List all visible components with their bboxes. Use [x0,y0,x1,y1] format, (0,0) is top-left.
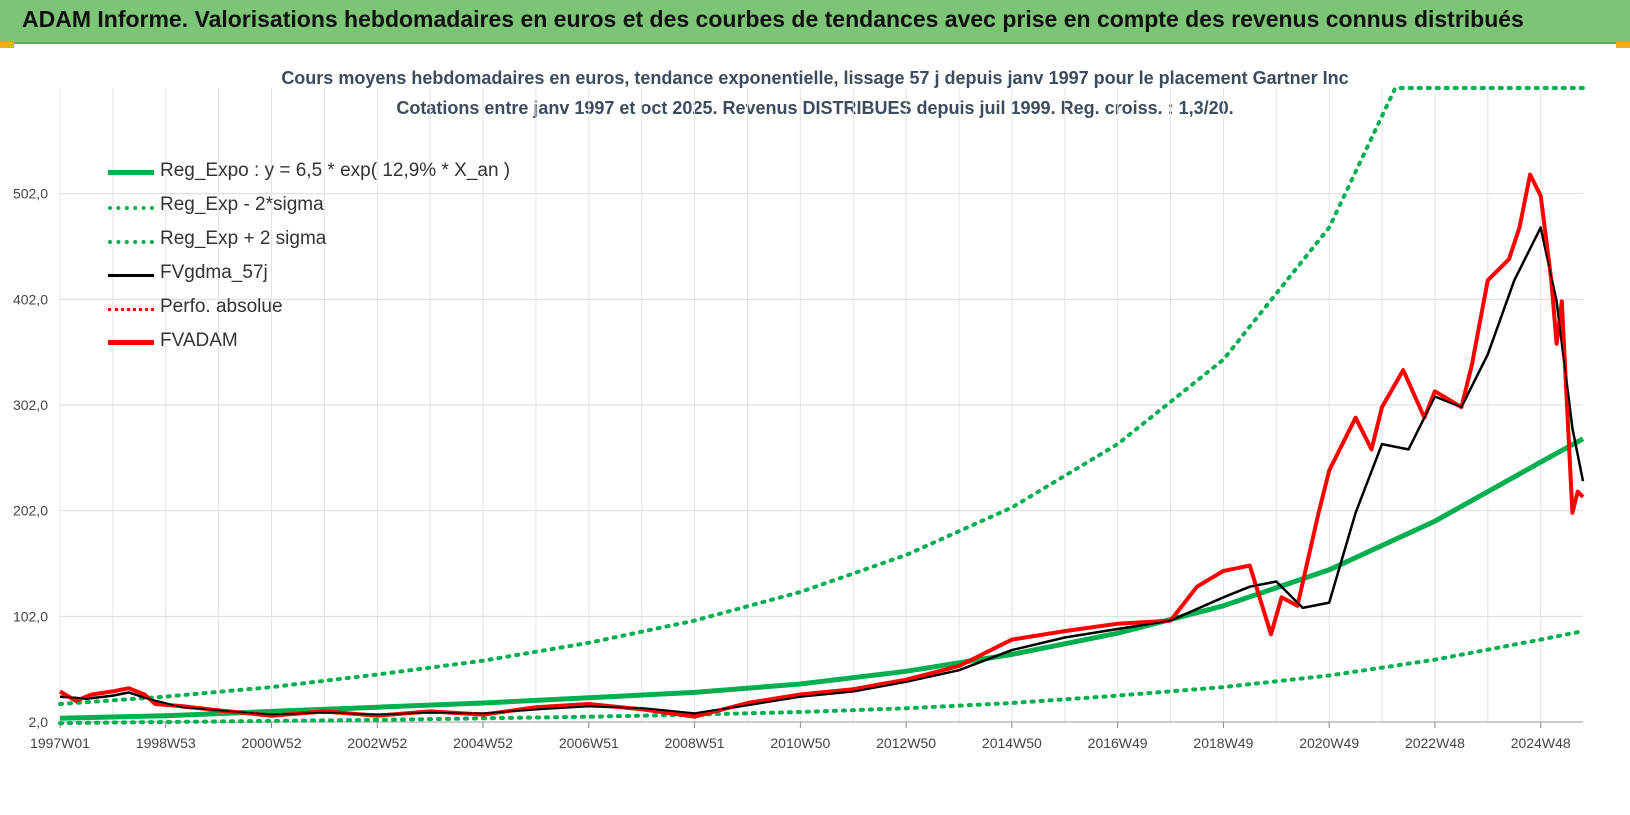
legend-swatch-dotted-green [108,240,154,244]
x-tick-label: 2010W50 [770,735,830,751]
y-tick-label: 402,0 [13,291,48,307]
legend-label: Reg_Exp + 2 sigma [160,228,327,249]
y-tick-label: 302,0 [13,397,48,413]
legend-label: FVADAM [160,330,238,351]
corner-marker-top-left [0,42,14,48]
legend-label: Reg_Expo : y = 6,5 * exp( 12,9% * X_an ) [160,160,511,181]
x-tick-label: 2002W52 [347,735,407,751]
legend-item-fvadam: FVADAM [100,328,560,362]
legend-label: FVgdma_57j [160,262,268,283]
series-fvadam-line [58,172,1585,719]
series-reg-exp-plus-line [58,86,1585,706]
legend-item-reg-exp-plus: Reg_Exp + 2 sigma [100,226,560,260]
x-tick-label: 2024W48 [1511,735,1571,751]
y-tick-label: 502,0 [13,186,48,202]
x-tick-label: 2014W50 [982,735,1042,751]
legend-swatch-solid-green [108,170,154,175]
chart-canvas: 2,0 102,0 202,0 302,0 402,0 502,0 1997W01 1998W… [13,86,1585,751]
x-tick-label: 2018W49 [1193,735,1253,751]
x-tick-label: 2012W50 [876,735,936,751]
legend-swatch-solid-black [108,274,154,277]
series-reg-exp-minus-line [58,629,1585,726]
y-tick-label: 102,0 [13,608,48,624]
series-fvgdma-overlay-line [59,226,1584,716]
legend-swatch-dotted-red [108,308,154,311]
legend-label: Reg_Exp - 2*sigma [160,194,324,215]
x-tick-label: 2004W52 [453,735,513,751]
x-tick-label: 2022W48 [1405,735,1465,751]
chart-title: Cours moyens hebdomadaires en euros, ten… [281,68,1349,88]
x-tick-label: 2016W49 [1088,735,1148,751]
banner-title: ADAM Informe. Valorisations hebdomadaire… [22,6,1524,32]
chart-legend: Reg_Expo : y = 6,5 * exp( 12,9% * X_an )… [100,158,560,362]
y-tick-label: 202,0 [13,503,48,519]
x-tick-label: 1997W01 [30,735,90,751]
legend-item-reg-expo: Reg_Expo : y = 6,5 * exp( 12,9% * X_an ) [100,158,560,192]
legend-item-reg-exp-minus: Reg_Exp - 2*sigma [100,192,560,226]
legend-item-fvgdma: FVgdma_57j [100,260,560,294]
legend-item-perfo: Perfo. absolue [100,294,560,328]
legend-swatch-solid-red [108,340,154,345]
series-reg-expo-line [59,436,1585,721]
report-banner: ADAM Informe. Valorisations hebdomadaire… [0,0,1630,44]
x-tick-label: 2006W51 [559,735,619,751]
legend-label: Perfo. absolue [160,296,283,317]
x-tick-label: 2020W49 [1299,735,1359,751]
legend-swatch-dotted-green [108,206,154,210]
corner-marker-top-right [1616,42,1630,48]
x-tick-label: 2008W51 [665,735,725,751]
y-tick-label: 2,0 [29,714,49,730]
x-tick-label: 1998W53 [136,735,196,751]
x-tick-label: 2000W52 [242,735,302,751]
chart-subtitle: Cotations entre janv 1997 et oct 2025. R… [396,98,1234,118]
